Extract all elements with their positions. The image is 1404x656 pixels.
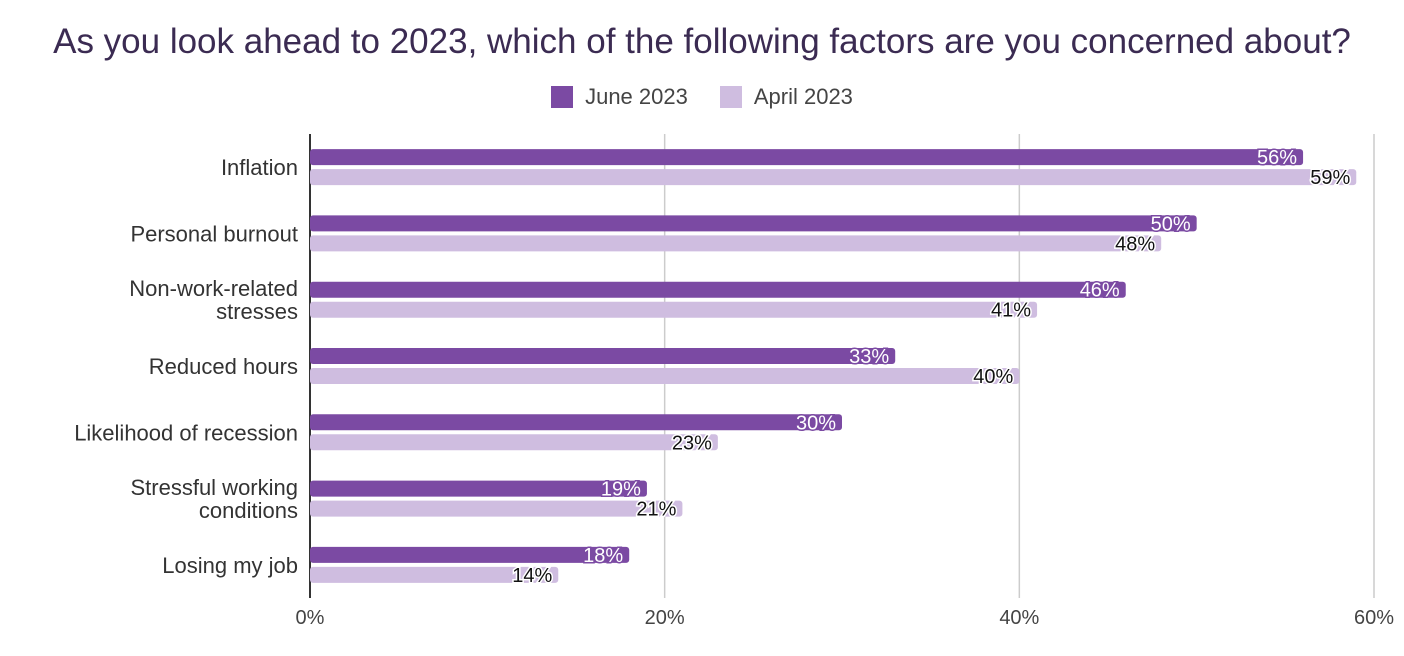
bar-june-2023	[310, 546, 630, 563]
data-label-june-2023: 46%	[1080, 280, 1120, 302]
legend-swatch-june-2023	[551, 86, 574, 108]
legend-item-june-2023: June 2023	[551, 84, 688, 110]
data-label-june-2023: 19%	[601, 479, 641, 501]
bar-april-2023	[310, 368, 1020, 384]
data-label-june-2023: 56%	[1257, 147, 1297, 169]
bar-june-2023	[310, 480, 647, 497]
data-label-april-2023: 59%	[1310, 167, 1350, 189]
data-label-april-2023: 23%	[672, 432, 712, 454]
bar-april-2023	[310, 169, 1357, 186]
bar-june-2023	[310, 281, 1126, 298]
category-label: conditions	[199, 498, 298, 523]
legend-item-april-2023: April 2023	[719, 84, 853, 110]
bar-april-2023	[310, 500, 683, 517]
bar-june-2023	[310, 414, 842, 431]
chart-title: As you look ahead to 2023, which of the …	[53, 22, 1351, 61]
category-label: Non-work-related	[129, 276, 298, 301]
bar-april-2023	[310, 434, 718, 451]
bar-june-2023	[310, 348, 896, 364]
category-label: stresses	[216, 299, 298, 324]
category-label: Losing my job	[162, 553, 298, 578]
bar-june-2023	[310, 215, 1197, 232]
data-label-april-2023: 40%	[973, 366, 1013, 388]
x-tick-label: 20%	[645, 607, 685, 629]
data-label-june-2023: 50%	[1151, 213, 1191, 235]
bar-june-2023	[310, 149, 1304, 166]
x-tick-label: 60%	[1354, 607, 1394, 629]
data-label-april-2023: 41%	[991, 300, 1031, 322]
data-label-june-2023: 30%	[796, 412, 836, 434]
data-label-june-2023: 18%	[583, 545, 623, 567]
bar-april-2023	[310, 235, 1162, 252]
x-tick-label: 40%	[999, 607, 1039, 629]
data-label-april-2023: 21%	[636, 499, 676, 521]
category-label: Personal burnout	[130, 221, 298, 246]
legend-label-june-2023: June 2023	[585, 84, 688, 109]
chart-legend: June 2023 April 2023	[0, 84, 1404, 110]
category-label: Reduced hours	[149, 354, 298, 379]
data-label-april-2023: 48%	[1115, 233, 1155, 255]
category-label: Inflation	[221, 155, 298, 180]
bar-april-2023	[310, 301, 1038, 318]
legend-swatch-april-2023	[719, 86, 742, 108]
data-label-june-2023: 33%	[849, 346, 889, 368]
data-label-april-2023: 14%	[512, 565, 552, 587]
category-label: Stressful working	[130, 475, 298, 500]
bar-april-2023	[310, 566, 559, 583]
category-label: Likelihood of recession	[74, 420, 298, 445]
legend-label-april-2023: April 2023	[753, 84, 853, 109]
x-tick-label: 0%	[296, 607, 325, 629]
